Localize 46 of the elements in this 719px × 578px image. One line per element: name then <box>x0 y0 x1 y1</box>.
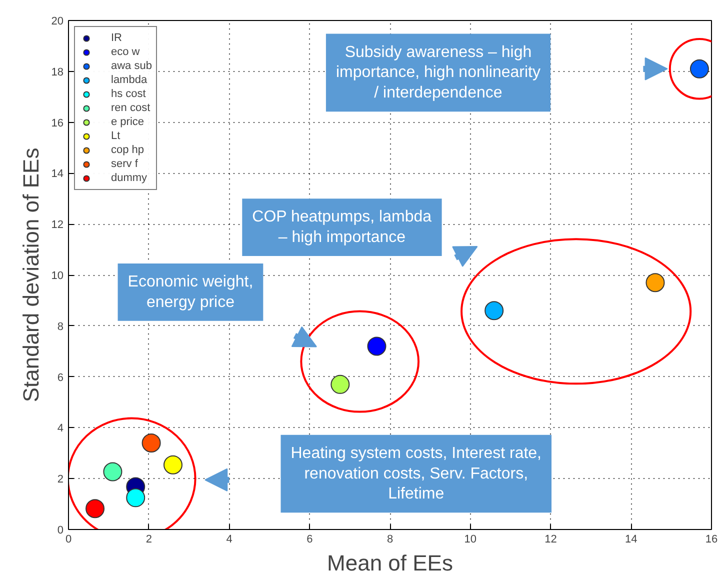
annotation: Subsidy awareness – high importance, high nonlinearity / interdependence <box>336 44 541 102</box>
point <box>163 455 182 474</box>
point <box>126 488 146 508</box>
y-tick-label: 2 <box>57 474 64 486</box>
y-tick-label: 16 <box>51 117 64 130</box>
legend-label: ren cost <box>111 101 150 115</box>
point <box>86 499 105 518</box>
x-tick-label: 2 <box>146 534 152 546</box>
x-tick-label: 8 <box>386 534 394 546</box>
y-tick-label: 12 <box>51 219 64 232</box>
y-tick-label: 4 <box>57 422 64 435</box>
x-tick-label: 6 <box>306 534 313 546</box>
y-axis-title: Standard deviation of EEs <box>18 148 44 402</box>
y-tick-label: 0 <box>57 524 64 536</box>
legend-label: lambda <box>111 73 148 87</box>
y-tick-label: 20 <box>51 16 64 28</box>
annotation: Economic weight, energy price <box>128 273 254 311</box>
legend-label: dummy <box>111 171 148 185</box>
x-tick-label: 10 <box>464 534 477 546</box>
legend-label: Lt <box>111 129 122 143</box>
point <box>484 301 504 320</box>
y-tick-label: 6 <box>57 372 64 384</box>
point <box>142 433 161 452</box>
legend-label: serv f <box>111 157 138 171</box>
legend-label: eco w <box>111 45 140 59</box>
legend-label: cop hp <box>111 143 144 157</box>
point <box>367 336 386 356</box>
point <box>103 462 122 482</box>
legend-label: hs cost <box>111 87 146 101</box>
y-tick-label: 10 <box>51 270 64 282</box>
y-tick-label: 14 <box>51 168 64 180</box>
legend-label: awa sub <box>111 59 152 73</box>
point <box>330 374 350 394</box>
y-tick-label: 18 <box>51 66 64 78</box>
y-tick-label: 8 <box>57 320 64 333</box>
x-tick-label: 0 <box>65 534 72 546</box>
x-tick-label: 12 <box>544 534 557 546</box>
x-tick-label: 16 <box>705 534 718 546</box>
x-axis-title: Mean of EEs <box>327 550 453 576</box>
legend-label: IR <box>111 31 123 45</box>
point <box>646 273 665 292</box>
x-tick-label: 14 <box>625 534 638 546</box>
legend-label: e price <box>111 115 144 129</box>
annotation: COP heatpumps, lambda – high importance <box>252 208 432 246</box>
annotation: Heating system costs, Interest rate, renovation costs, Serv. Factors, Lifetime <box>290 444 542 503</box>
x-tick-label: 4 <box>226 534 232 546</box>
